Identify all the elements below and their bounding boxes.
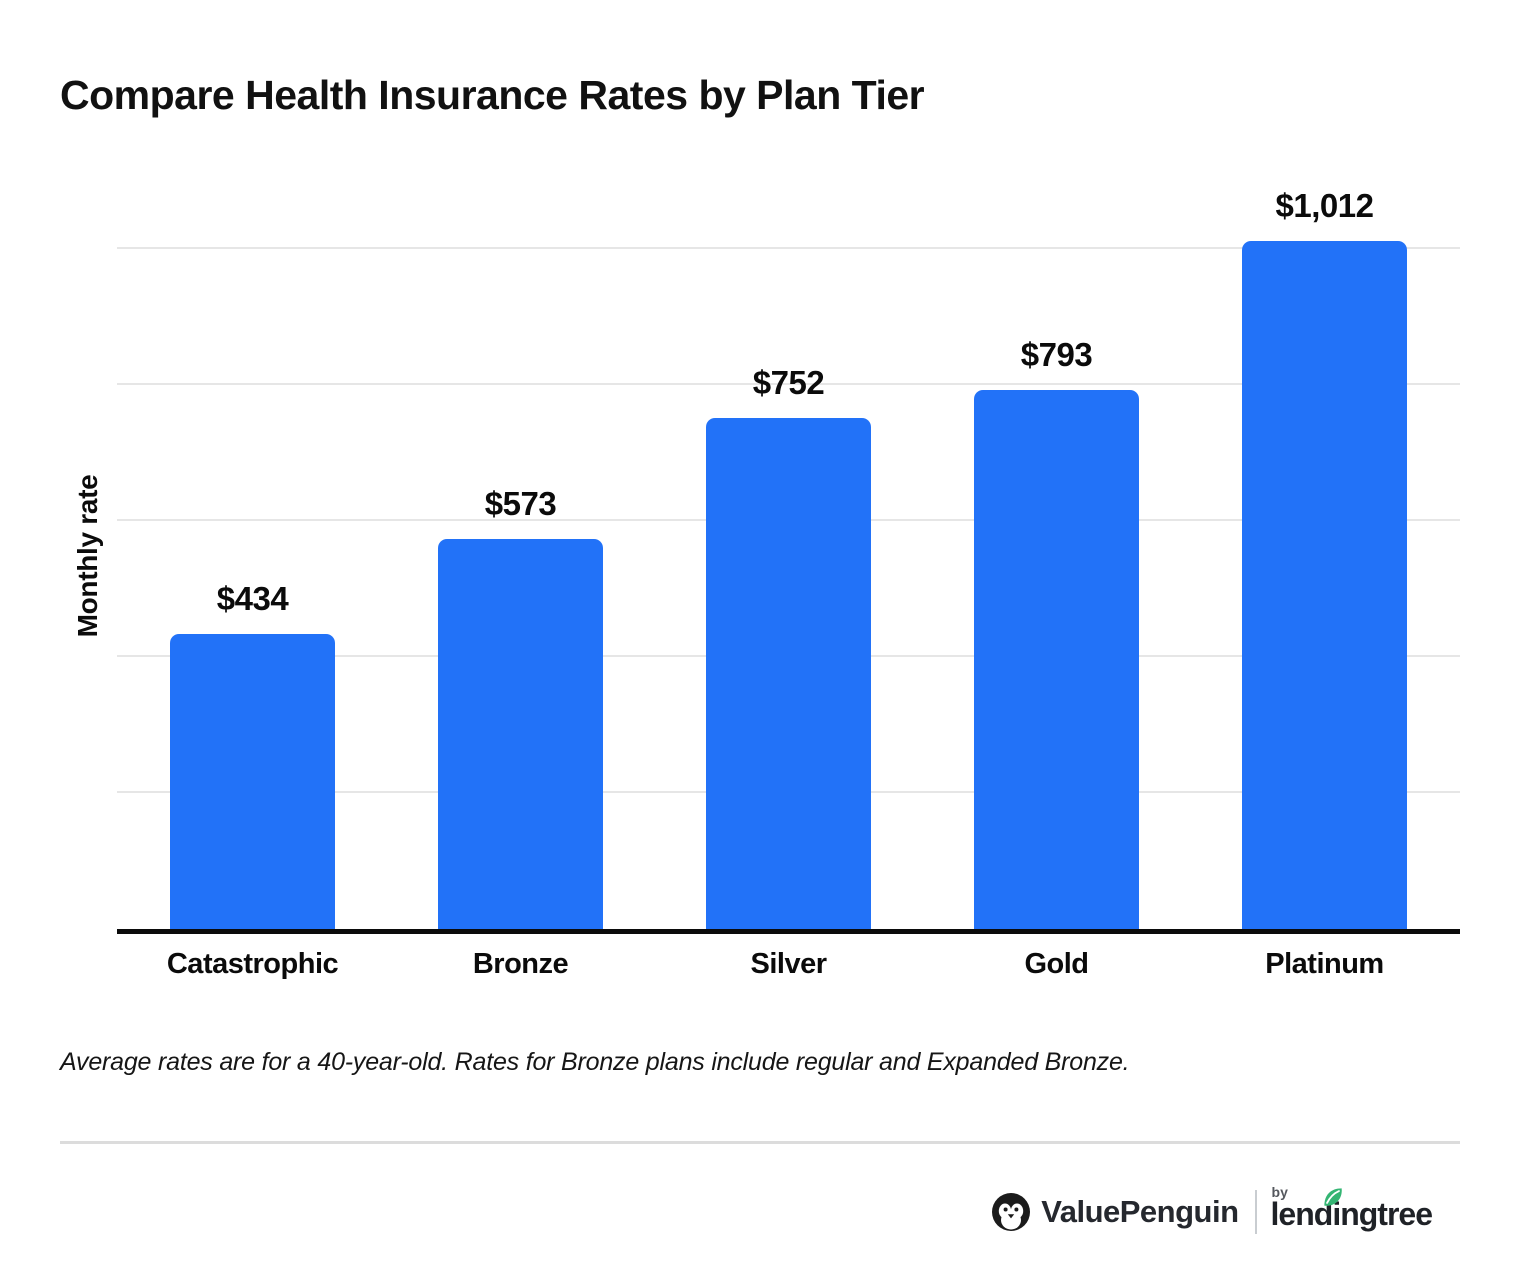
- x-axis-label: Bronze: [472, 948, 569, 980]
- plot-area: $434 Catastrophic $573 Bronze $752 Silver $793…: [117, 180, 1460, 980]
- bar-value-label: $793: [1020, 336, 1093, 373]
- bar: [1242, 241, 1407, 929]
- leaf-icon: [1320, 1184, 1346, 1221]
- bar-group: $752 Silver: [706, 364, 871, 980]
- y-axis-label: Monthly rate: [72, 474, 103, 638]
- bar-value-label: $434: [216, 580, 289, 617]
- chart-title: Compare Health Insurance Rates by Plan T…: [60, 72, 925, 118]
- footer-divider: [60, 1141, 1460, 1144]
- lendingtree-wordmark-wrap: lendingtree: [1270, 1187, 1433, 1236]
- gridline: [117, 247, 1460, 249]
- gridline: [117, 383, 1460, 385]
- x-axis-label: Gold: [1024, 948, 1089, 980]
- bar-group: $1,012 Platinum: [1242, 187, 1407, 980]
- lendingtree-logo: by lendingtree: [1270, 1185, 1433, 1236]
- lendingtree-wordmark: lendingtree: [1270, 1195, 1433, 1232]
- footer-logo-divider: [1254, 1190, 1257, 1234]
- x-axis-label: Platinum: [1265, 948, 1384, 980]
- bar: [438, 539, 603, 929]
- valuepenguin-wordmark: ValuePenguin: [1041, 1194, 1239, 1229]
- by-label: by: [1271, 1183, 1288, 1200]
- bar-group: $793 Gold: [974, 336, 1139, 980]
- bar: [706, 418, 871, 929]
- bar: [170, 634, 335, 929]
- penguin-icon: [991, 1192, 1031, 1232]
- bar-row: $434 Catastrophic $573 Bronze $752 Silver $793…: [167, 180, 1407, 980]
- bar-group: $434 Catastrophic: [167, 580, 339, 980]
- bar-value-label: $752: [752, 364, 825, 401]
- bar: [974, 390, 1139, 929]
- bar-group: $573 Bronze: [438, 485, 603, 980]
- bar-value-label: $1,012: [1275, 187, 1374, 224]
- x-axis-label: Catastrophic: [166, 948, 339, 980]
- chart-footnote: Average rates are for a 40-year-old. Rat…: [60, 1048, 1130, 1076]
- x-axis-label: Silver: [750, 948, 828, 980]
- bar-value-label: $573: [484, 485, 557, 522]
- brand-footer: ValuePenguin by lendingtree: [991, 1185, 1433, 1238]
